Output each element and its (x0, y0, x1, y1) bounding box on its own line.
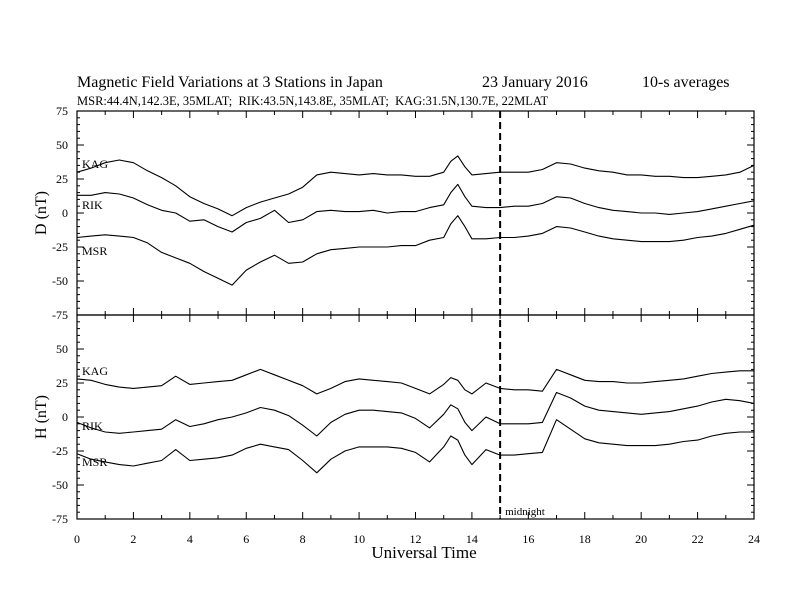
y-tick-label-h: -25 (52, 444, 68, 458)
y-tick-label-d: -75 (52, 308, 68, 322)
chart-date: 23 January 2016 (482, 74, 588, 91)
series-line-d-msr (76, 215, 755, 286)
y-tick-label-h: -75 (52, 512, 68, 526)
x-tick-label: 10 (353, 532, 365, 546)
x-tick-label: 8 (300, 532, 306, 546)
series-label-h-msr: MSR (82, 455, 107, 469)
x-tick-label: 0 (74, 532, 80, 546)
series-label-d-rik: RIK (82, 198, 103, 212)
series-line-d-kag (76, 155, 755, 217)
chart-title: Magnetic Field Variations at 3 Stations … (77, 74, 383, 91)
y-tick-label-d: 0 (62, 206, 68, 220)
series-line-h-kag (76, 368, 754, 395)
y-tick-label-h: 25 (56, 376, 68, 390)
x-tick-label: 14 (466, 532, 478, 546)
y-axis-label-h: H (nT) (33, 395, 50, 439)
y-tick-label-h: -50 (52, 478, 68, 492)
y-tick-label-d: 25 (56, 172, 68, 186)
y-tick-label-d: 75 (56, 104, 68, 118)
y-tick-label-d: -50 (52, 274, 68, 288)
chart-averaging: 10-s averages (642, 74, 730, 91)
plot-area: 75 50 25 0 -25 -50 -75 KAG RIK MSR 50 25 0 -25 -50 -75 K… (52, 104, 760, 546)
series-line-h-msr (76, 419, 754, 474)
x-tick-label: 4 (187, 532, 193, 546)
x-tick-label: 22 (692, 532, 704, 546)
panel-h: 50 25 0 -25 -50 -75 KAG RIK MSR (52, 314, 755, 526)
x-tick-label: 16 (522, 532, 534, 546)
x-tick-label: 24 (748, 532, 760, 546)
series-label-d-msr: MSR (82, 244, 107, 258)
y-axis-label-d: D (nT) (33, 191, 50, 235)
y-tick-label-h: 50 (56, 342, 68, 356)
x-axis-label: Universal Time (371, 543, 476, 562)
x-tick-label: 6 (243, 532, 249, 546)
x-tick-label: 12 (410, 532, 422, 546)
x-tick-label: 20 (635, 532, 647, 546)
y-tick-label-d: -25 (52, 240, 68, 254)
y-tick-label-d: 50 (56, 138, 68, 152)
series-label-h-kag: KAG (82, 364, 108, 378)
x-tick-label: 18 (579, 532, 591, 546)
midnight-label: midnight (505, 506, 545, 518)
x-tick-label: 2 (130, 532, 136, 546)
series-label-h-rik: RIK (82, 419, 103, 433)
series-label-d-kag: KAG (82, 157, 108, 171)
series-line-h-rik (76, 391, 755, 437)
y-tick-label-h: 0 (62, 410, 68, 424)
series-line-d-rik (77, 183, 755, 233)
chart-subtitle: MSR:44.4N,142.3E, 35MLAT; RIK:43.5N,143.… (77, 94, 549, 108)
